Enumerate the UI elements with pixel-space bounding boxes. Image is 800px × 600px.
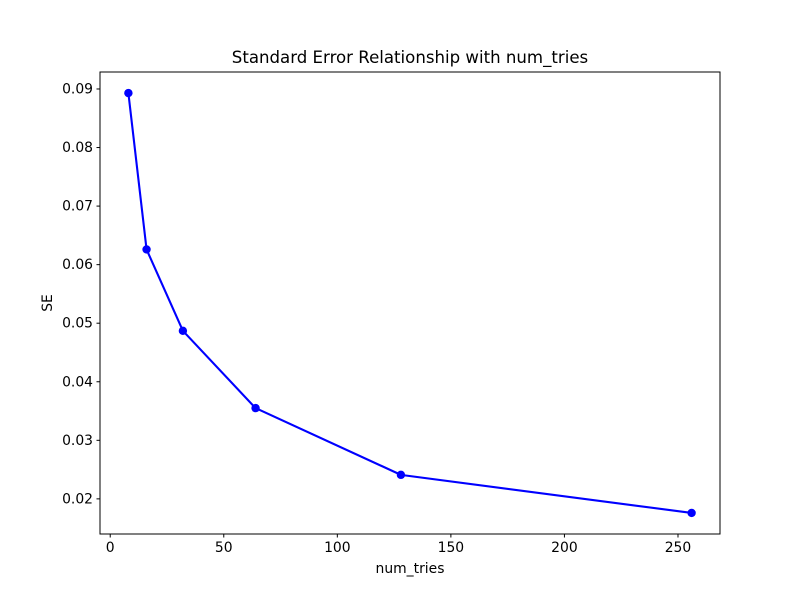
chart-title: Standard Error Relationship with num_tri… [231, 48, 589, 67]
x-tick-label: 100 [324, 540, 351, 556]
x-axis-label: num_tries [375, 561, 445, 577]
axes-frame [99, 71, 721, 535]
x-tick-label: 0 [106, 540, 115, 556]
x-tick-label: 200 [551, 540, 578, 556]
y-tick-label: 0.03 [62, 433, 93, 449]
data-point [396, 470, 406, 480]
y-tick-label: 0.06 [62, 257, 93, 273]
y-tick-label: 0.02 [62, 491, 93, 507]
x-tick-label: 150 [438, 540, 465, 556]
x-tick-label: 250 [665, 540, 692, 556]
data-point [142, 245, 151, 254]
y-tick-label: 0.09 [62, 81, 93, 97]
y-tick-label: 0.05 [62, 316, 93, 332]
y-tick-label: 0.08 [62, 140, 93, 156]
data-line [127, 92, 693, 514]
x-tick-label: 50 [215, 540, 233, 556]
data-point [178, 326, 188, 336]
data-point [124, 88, 133, 98]
y-tick-label: 0.04 [62, 374, 93, 390]
y-tick-label: 0.07 [62, 199, 93, 215]
data-point [251, 403, 260, 413]
data-point [687, 508, 696, 518]
